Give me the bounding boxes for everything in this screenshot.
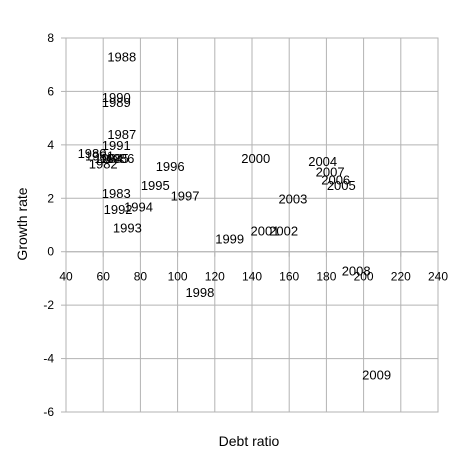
x-tick-label: 140 bbox=[242, 270, 262, 284]
x-tick-label: 160 bbox=[279, 270, 299, 284]
point-label: 1993 bbox=[113, 221, 142, 236]
data-labels: 1980198119821983198419851986198719881989… bbox=[78, 50, 392, 383]
x-tick-label: 120 bbox=[205, 270, 225, 284]
point-label: 1990 bbox=[102, 90, 131, 105]
y-tick-label: -4 bbox=[43, 352, 54, 366]
point-label: 1988 bbox=[107, 50, 136, 65]
point-label: 1991 bbox=[102, 138, 131, 153]
y-axis: -6 -4 -2 0 2 4 6 8 bbox=[43, 31, 66, 419]
point-label: 1999 bbox=[215, 231, 244, 246]
x-axis: 40 60 80 100 120 140 160 180 200 220 240 bbox=[59, 252, 448, 284]
y-tick-label: 0 bbox=[47, 245, 54, 259]
y-tick-label: -6 bbox=[43, 405, 54, 419]
y-tick-label: -2 bbox=[43, 298, 54, 312]
x-tick-label: 240 bbox=[428, 270, 448, 284]
x-axis-title: Debt ratio bbox=[219, 433, 280, 449]
point-label: 2007 bbox=[316, 165, 345, 180]
point-label: 1998 bbox=[185, 285, 214, 300]
point-label: 2000 bbox=[241, 151, 270, 166]
point-label: 1995 bbox=[141, 178, 170, 193]
x-tick-label: 40 bbox=[59, 270, 73, 284]
point-label: 1994 bbox=[124, 199, 153, 214]
x-tick-label: 60 bbox=[97, 270, 111, 284]
y-axis-title: Growth rate bbox=[14, 187, 30, 260]
x-tick-label: 100 bbox=[168, 270, 188, 284]
point-label: 1996 bbox=[156, 159, 185, 174]
x-tick-label: 220 bbox=[391, 270, 411, 284]
point-label: 1986 bbox=[105, 151, 134, 166]
point-label: 2009 bbox=[362, 368, 391, 383]
y-tick-label: 4 bbox=[47, 138, 54, 152]
x-tick-label: 80 bbox=[134, 270, 148, 284]
x-tick-label: 180 bbox=[316, 270, 336, 284]
y-tick-label: 6 bbox=[47, 84, 54, 98]
point-label: 2008 bbox=[342, 263, 371, 278]
point-label: 2002 bbox=[269, 223, 298, 238]
y-tick-label: 8 bbox=[47, 31, 54, 45]
point-label: 2003 bbox=[278, 191, 307, 206]
point-label: 1997 bbox=[171, 189, 200, 204]
y-tick-label: 2 bbox=[47, 191, 54, 205]
